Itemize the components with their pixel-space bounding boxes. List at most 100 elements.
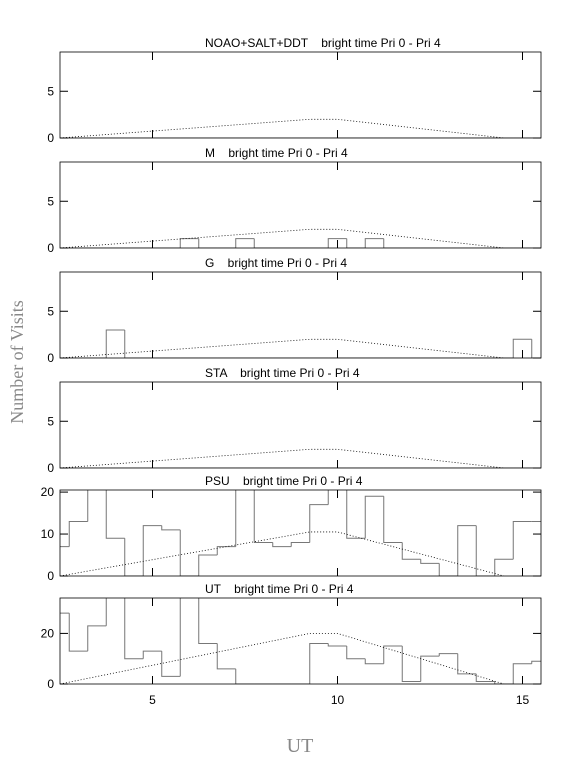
bar: [142, 650, 162, 659]
bar: [457, 653, 477, 675]
frame: [59, 489, 542, 577]
bar: [309, 643, 329, 684]
bar: [364, 495, 384, 539]
bar: [179, 238, 199, 248]
bar: [60, 546, 70, 548]
panel: [60, 490, 541, 576]
bar: [438, 653, 458, 657]
bar: [124, 329, 144, 358]
bar: [68, 520, 88, 547]
x-tick-label: 15: [516, 693, 530, 707]
panel: [60, 228, 541, 248]
bar: [327, 490, 329, 505]
bar: [383, 238, 403, 248]
y-tick-label: 5: [47, 414, 54, 428]
bar: [198, 554, 218, 576]
bar: [512, 663, 532, 684]
bar: [105, 598, 107, 626]
bar: [401, 646, 421, 682]
bar: [253, 490, 273, 543]
bar: [457, 525, 477, 576]
bar: [235, 238, 255, 248]
bar: [494, 558, 514, 576]
panel-title: PSU bright time Pri 0 - Pri 4: [205, 474, 363, 488]
bar: [68, 613, 88, 652]
bar: [124, 538, 144, 576]
bar: [475, 525, 495, 576]
bar: [105, 329, 125, 358]
bar: [198, 598, 218, 645]
panel: [60, 118, 541, 138]
frame: [59, 597, 542, 685]
panel-title: STA bright time Pri 0 - Pri 4: [205, 366, 360, 380]
model-curve: [60, 338, 505, 358]
bar: [235, 490, 237, 547]
bar: [87, 625, 107, 652]
bar: [346, 490, 366, 539]
bar: [420, 655, 440, 682]
frame: [59, 381, 542, 469]
x-tick-label: 10: [331, 693, 345, 707]
panel-title: NOAO+SALT+DDT bright time Pri 0 - Pri 4: [205, 36, 441, 50]
frame: [59, 51, 542, 139]
y-tick-label: 20: [41, 485, 55, 499]
bar: [420, 559, 440, 564]
y-tick-label: 0: [47, 351, 54, 365]
x-axis-label: UT: [287, 735, 314, 757]
bar: [383, 496, 403, 543]
bar: [142, 525, 162, 576]
x-tick-label: 5: [149, 693, 156, 707]
bar: [327, 643, 347, 647]
bar: [531, 660, 541, 664]
bar: [327, 238, 347, 248]
model-curve: [60, 118, 505, 138]
model-curve: [60, 531, 505, 576]
y-tick-label: 20: [41, 626, 55, 640]
bar: [272, 542, 292, 548]
y-tick-label: 0: [47, 677, 54, 691]
bar: [401, 542, 421, 560]
bar: [309, 504, 329, 543]
y-tick-label: 10: [41, 527, 55, 541]
bar: [161, 651, 181, 677]
panel: [60, 598, 541, 684]
y-tick-label: 0: [47, 569, 54, 583]
bar: [87, 490, 89, 522]
y-tick-label: 5: [47, 304, 54, 318]
bar: [235, 668, 255, 684]
y-tick-label: 0: [47, 461, 54, 475]
bar: [253, 238, 273, 248]
bar: [60, 612, 70, 614]
y-tick-label: 5: [47, 84, 54, 98]
panel: [60, 448, 541, 468]
model-curve: [60, 228, 505, 248]
frame: [59, 161, 542, 249]
bar: [346, 238, 366, 248]
model-curve: [60, 633, 505, 684]
bar: [105, 490, 125, 539]
frame: [59, 271, 542, 359]
bar: [346, 646, 366, 660]
bar: [364, 238, 384, 248]
bar: [179, 598, 181, 677]
panel: [60, 329, 541, 358]
bar: [161, 525, 181, 531]
y-axis-label: Number of Visits: [7, 300, 27, 424]
bar: [198, 238, 218, 248]
bar: [475, 673, 495, 682]
bar: [383, 645, 403, 664]
y-tick-label: 5: [47, 194, 54, 208]
y-tick-label: 0: [47, 131, 54, 145]
panel-title: M bright time Pri 0 - Pri 4: [205, 146, 348, 160]
y-tick-label: 0: [47, 241, 54, 255]
bar: [364, 658, 384, 665]
panel-title: UT bright time Pri 0 - Pri 4: [205, 582, 354, 596]
bar: [438, 563, 458, 576]
bar: [531, 339, 541, 358]
panel-title: G bright time Pri 0 - Pri 4: [205, 256, 347, 270]
bar: [512, 520, 532, 560]
bar: [124, 598, 144, 660]
model-curve: [60, 448, 505, 468]
bar: [512, 338, 532, 358]
